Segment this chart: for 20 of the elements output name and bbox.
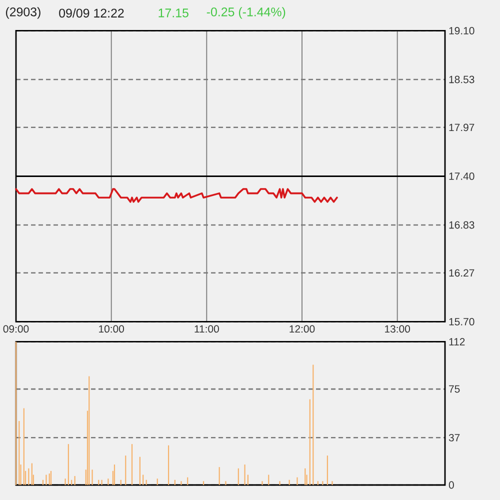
y-tick-label: 18.53 [449, 76, 474, 84]
y-tick-label: 19.10 [449, 27, 474, 34]
y-tick-label: 17.97 [449, 124, 474, 132]
x-tick-label: 09:00 [3, 325, 29, 333]
chart-subtitle: 09/09 12:22 [59, 8, 124, 18]
y-tick-label: 112 [449, 338, 465, 346]
y-tick-label: 0 [448, 481, 454, 489]
text: 17.15 [158, 8, 188, 18]
x-tick-label: 10:00 [99, 325, 124, 333]
y-tick-label: 16.27 [449, 269, 474, 277]
y-tick-label: 37 [448, 434, 460, 442]
y-tick-label: 16.83 [449, 221, 474, 229]
y-tick-label: 75 [449, 385, 460, 393]
x-tick-label: 12:00 [290, 325, 315, 333]
chart-title: (2903) [6, 7, 40, 19]
y-tick-label: 15.70 [449, 318, 474, 326]
text: -0.25 (-1.44%) [206, 7, 286, 19]
x-tick-label: 11:00 [194, 325, 219, 333]
y-tick-label: 17.40 [449, 172, 474, 180]
x-tick-label: 13:00 [385, 325, 410, 333]
